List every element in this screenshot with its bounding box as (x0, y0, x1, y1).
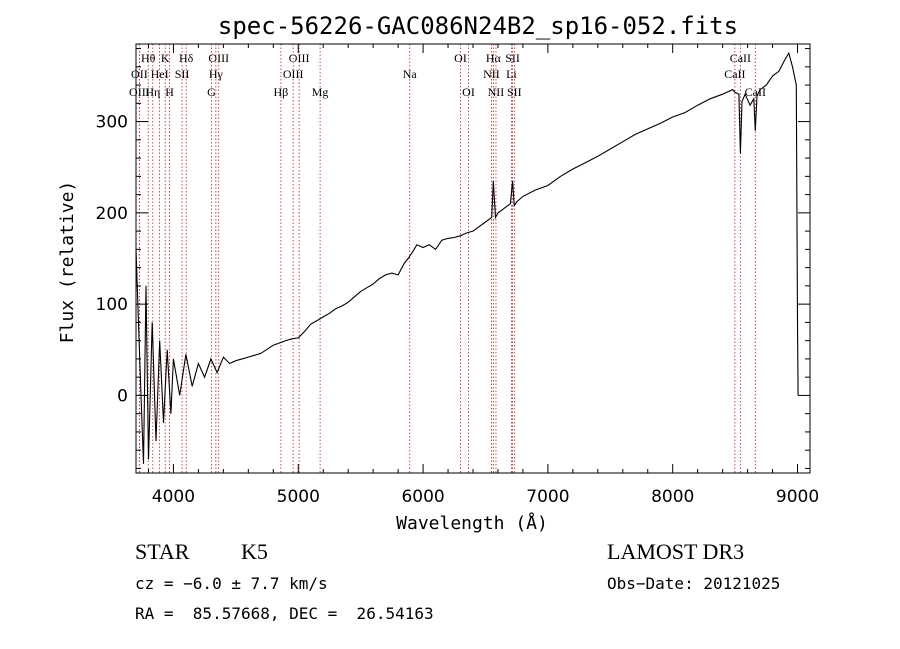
coordinates: RA = 85.57668, DEC = 26.54163 (135, 604, 434, 623)
x-axis-ticks: 4000 5000 6000 7000 8000 9000 (147, 44, 819, 507)
survey-name: LAMOST DR3 (607, 539, 745, 564)
x-tick-label-4000: 4000 (152, 487, 195, 507)
line-marker-label-25: CaII (730, 51, 751, 65)
line-marker-label-20: NII (483, 67, 500, 81)
line-marker-label-15: Mg (312, 85, 329, 99)
line-marker-label-13: OIII (283, 67, 304, 81)
line-marker-label-0: Hθ (141, 51, 156, 65)
x-axis-label: Wavelength (Å) (396, 512, 548, 534)
line-marker-label-6: SII (175, 67, 190, 81)
x-tick-label-6000: 6000 (401, 487, 444, 507)
y-axis-ticks: 0 100 200 300 (96, 48, 810, 469)
y-axis-label: Flux (relative) (57, 181, 78, 344)
line-marker-label-8: Hδ (179, 51, 194, 65)
line-marker-label-5: Hη (145, 85, 160, 99)
line-marker-label-26: CaII (724, 67, 745, 81)
x-tick-label-8000: 8000 (651, 487, 694, 507)
object-subclass: K5 (241, 539, 268, 564)
line-marker-label-19: Hα (486, 51, 502, 65)
object-class: STAR (135, 539, 190, 564)
spectrum-line (135, 51, 799, 464)
line-marker-label-10: Hγ (209, 67, 224, 81)
line-marker-label-22: SII (505, 51, 520, 65)
line-marker-label-17: OI (454, 51, 467, 65)
line-marker-label-12: OIII (289, 51, 310, 65)
line-marker-label-2: OIII (129, 85, 150, 99)
line-marker-label-18: OI (462, 85, 475, 99)
observation-date: Obs−Date: 20121025 (607, 574, 781, 593)
line-marker-label-21: NII (488, 85, 505, 99)
x-tick-label-5000: 5000 (277, 487, 320, 507)
line-marker-label-14: Hβ (274, 85, 289, 99)
redshift-cz: cz = −6.0 ± 7.7 km/s (135, 574, 328, 593)
line-marker-label-9: OIII (208, 51, 229, 65)
line-marker-label-4: HeI (151, 67, 169, 81)
chart-title: spec-56226-GAC086N24B2_sp16-052.fits (218, 12, 738, 40)
x-tick-label-9000: 9000 (776, 487, 819, 507)
y-tick-label-200: 200 (96, 204, 128, 224)
plot-frame (135, 43, 811, 474)
line-marker-label-7: H (165, 85, 174, 99)
line-marker-label-24: SII (507, 85, 522, 99)
line-marker-label-23: Li (506, 67, 517, 81)
line-marker-label-1: OII (131, 67, 148, 81)
y-tick-label-100: 100 (96, 295, 128, 315)
x-tick-label-7000: 7000 (526, 487, 569, 507)
line-marker-label-16: Na (403, 67, 418, 81)
line-marker-label-3: K (161, 51, 170, 65)
y-tick-label-0: 0 (117, 386, 128, 406)
line-marker-label-27: CaII (745, 85, 766, 99)
line-marker-label-11: G (207, 85, 216, 99)
y-tick-label-300: 300 (96, 113, 128, 133)
